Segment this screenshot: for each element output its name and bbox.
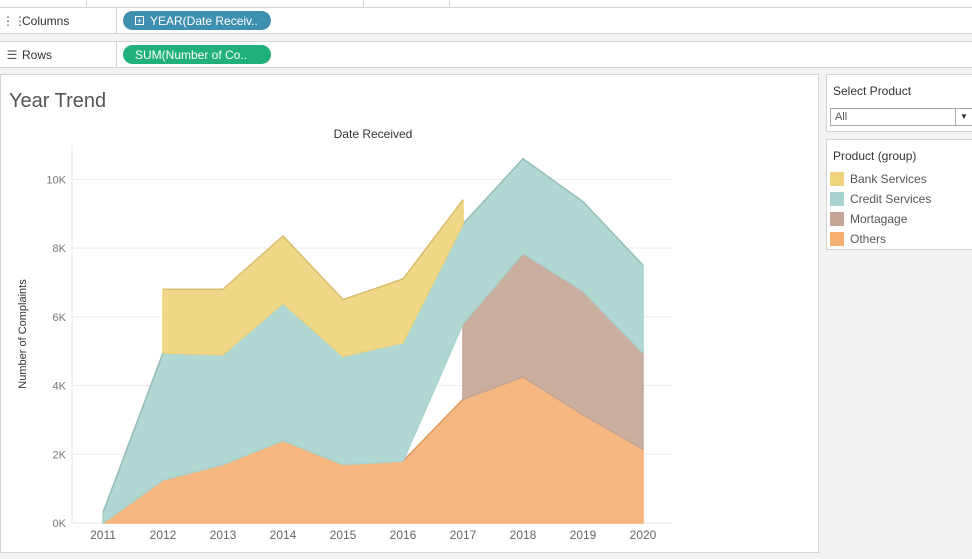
legend-panel: Product (group) Bank Services Credit Serv… xyxy=(826,139,972,250)
filter-title: Select Product xyxy=(833,84,912,98)
y-tick-label: 2K xyxy=(53,449,67,461)
filter-panel: Select Product All ▼ xyxy=(826,74,972,132)
year-pill-label: YEAR(Date Receiv.. xyxy=(150,13,258,28)
chart-title: Date Received xyxy=(334,127,413,141)
legend-label: Others xyxy=(850,232,887,246)
legend-swatch xyxy=(830,172,844,186)
y-tick-label: 10K xyxy=(46,174,66,186)
y-tick-label: 4K xyxy=(53,381,67,393)
legend-item[interactable]: Bank Services xyxy=(827,169,972,189)
area-edge xyxy=(163,199,464,301)
plus-box-icon[interactable]: + xyxy=(135,16,144,26)
sum-complaints-pill[interactable]: SUM(Number of Co.. xyxy=(123,45,271,64)
x-tick-label: 2012 xyxy=(150,528,177,542)
x-tick-label: 2014 xyxy=(270,528,297,542)
x-tick-label: 2016 xyxy=(390,528,417,542)
sum-pill-label: SUM(Number of Co.. xyxy=(135,47,248,62)
legend-label: Credit Services xyxy=(850,192,932,206)
y-tick-label: 0K xyxy=(53,518,67,530)
legend-swatch xyxy=(830,192,844,206)
year-date-received-pill[interactable]: + YEAR(Date Receiv.. xyxy=(123,11,271,30)
rows-icon: ☰ xyxy=(6,47,18,62)
area-chart[interactable]: 0K 2K 4K 6K 8K 10K 2011 2012 2013 2014 2015 2016 201… xyxy=(1,75,818,552)
x-tick-label: 2011 xyxy=(90,528,116,542)
x-tick-label: 2013 xyxy=(210,528,237,542)
legend-swatch xyxy=(830,212,844,226)
x-tick-label: 2019 xyxy=(570,528,597,542)
legend-swatch xyxy=(830,232,844,246)
legend-label: Mortagage xyxy=(850,212,908,226)
columns-shelf[interactable]: ⋮⋮ Columns + YEAR(Date Receiv.. xyxy=(0,7,972,34)
y-tick-label: 6K xyxy=(53,312,67,324)
columns-shelf-label: ⋮⋮ Columns xyxy=(0,8,117,33)
x-tick-label: 2020 xyxy=(630,528,657,542)
product-filter-select[interactable]: All ▼ xyxy=(830,108,972,126)
rows-shelf-label: ☰ Rows xyxy=(0,42,117,67)
legend-item[interactable]: Credit Services xyxy=(827,189,972,209)
x-tick-label: 2017 xyxy=(450,528,477,542)
legend-label: Bank Services xyxy=(850,172,927,186)
rows-label: Rows xyxy=(22,47,53,62)
y-tick-label: 8K xyxy=(53,243,67,255)
columns-icon: ⋮⋮ xyxy=(2,13,26,28)
legend-item[interactable]: Mortagage xyxy=(827,209,972,229)
chevron-down-icon[interactable]: ▼ xyxy=(955,109,972,125)
rows-shelf[interactable]: ☰ Rows SUM(Number of Co.. xyxy=(0,41,972,68)
worksheet: Year Trend 0K 2K 4K 6K 8K 10K 2011 2012 2013 2014… xyxy=(0,74,819,553)
y-axis-title: Number of Complaints xyxy=(17,279,29,389)
sheet-title: Year Trend xyxy=(9,90,107,112)
x-tick-label: 2018 xyxy=(510,528,537,542)
filter-value: All xyxy=(835,111,848,123)
x-tick-label: 2015 xyxy=(330,528,357,542)
columns-label: Columns xyxy=(22,13,70,28)
legend-item[interactable]: Others xyxy=(827,229,972,249)
legend-title: Product (group) xyxy=(833,149,917,163)
